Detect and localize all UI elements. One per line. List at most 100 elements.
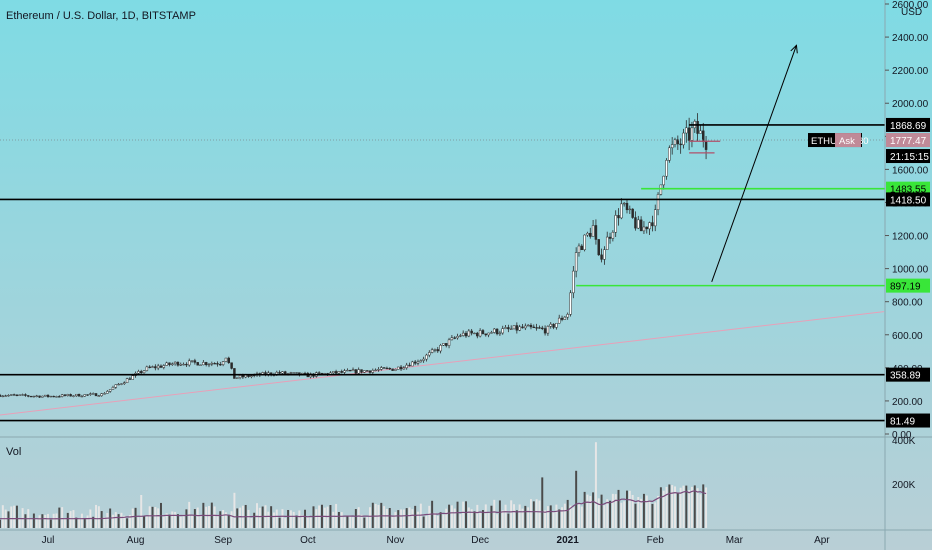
candle-body [555, 322, 558, 328]
volume-bar [222, 510, 225, 528]
candle-body [125, 378, 129, 383]
volume-bar [682, 485, 685, 528]
volume-bar [236, 508, 239, 528]
volume-bar [343, 517, 346, 528]
volume-bar [196, 507, 199, 528]
candle-body [179, 364, 182, 366]
volume-bar [52, 513, 55, 528]
x-tick-label: Aug [127, 535, 145, 546]
candle-body [490, 332, 493, 334]
candle-body [244, 374, 247, 378]
x-tick-label: Sep [214, 535, 232, 546]
volume-bar [586, 494, 589, 528]
candle-body [493, 328, 496, 333]
y-tick-label: 1200.00 [892, 232, 929, 243]
candle-body [620, 203, 623, 219]
candle-body [614, 215, 617, 233]
volume-bar [668, 484, 671, 528]
candle-body [108, 389, 112, 392]
volume-bar [555, 504, 558, 528]
y-tick-label: 1000.00 [892, 265, 929, 276]
volume-bar [411, 509, 414, 528]
candle-body [292, 372, 295, 374]
volume-bar [233, 492, 236, 528]
volume-bar [572, 507, 575, 528]
volume-bar [496, 514, 499, 528]
candle-body [120, 383, 123, 385]
candle-body [634, 217, 637, 229]
candle-body [374, 369, 377, 372]
candle-body [284, 371, 287, 375]
candle-body [453, 337, 456, 339]
volume-bar [459, 514, 462, 528]
volume-bar [55, 513, 58, 528]
candle-body [476, 332, 479, 337]
volume-bar [301, 515, 304, 528]
volume-bar [224, 512, 227, 528]
candle-body [569, 292, 572, 315]
volume-bar [287, 510, 290, 528]
volume-bar [75, 517, 78, 528]
candle-body [600, 254, 603, 260]
candle-body [430, 349, 434, 353]
volume-bar [247, 509, 250, 528]
candle-body [546, 326, 550, 334]
volume-bar [705, 487, 708, 528]
volume-bar [580, 506, 583, 528]
volume-bar [193, 509, 196, 528]
volume-bar [558, 509, 561, 528]
volume-bar [100, 511, 103, 528]
candle-body [63, 394, 67, 396]
candle-body [371, 370, 375, 373]
candle-body [60, 394, 64, 397]
volume-bar [507, 513, 510, 528]
candle-body [648, 222, 651, 230]
candle-body [653, 209, 657, 227]
candle-body [394, 369, 397, 371]
candle-body [552, 323, 555, 328]
candle-body [128, 378, 132, 380]
volume-bar [690, 486, 693, 528]
volume-bar [456, 501, 459, 528]
volume-bar [498, 500, 501, 528]
volume-bar [78, 518, 81, 528]
volume-bar [688, 490, 691, 528]
volume-bar [385, 508, 388, 528]
volume-bar [126, 518, 129, 528]
candle-body [388, 367, 391, 370]
volume-bar [577, 503, 580, 528]
candle-body [673, 139, 677, 145]
candle-body [399, 366, 403, 370]
candle-body [247, 374, 250, 377]
volume-bar [648, 500, 651, 528]
projection-arrow [711, 45, 797, 283]
volume-bar [256, 503, 258, 528]
volume-bar [546, 506, 549, 528]
candle-body [343, 370, 346, 373]
candle-body [682, 132, 685, 146]
volume-bar [352, 517, 355, 528]
candle-body [12, 394, 16, 396]
candle-body [216, 363, 219, 365]
candle-body [605, 236, 609, 250]
countdown-tag [886, 149, 930, 164]
projection-arrowhead [790, 44, 798, 54]
candle-body [159, 365, 163, 368]
volume-bar [275, 509, 278, 528]
candle-body [24, 394, 27, 396]
level-price-label: 81.49 [890, 417, 915, 428]
volume-bar [671, 485, 674, 528]
candle-body [456, 336, 459, 339]
volume-bar [304, 509, 307, 528]
volume-bar [295, 515, 298, 528]
candle-body [507, 327, 510, 330]
candle-body [337, 371, 341, 374]
level-price-tag [886, 192, 930, 207]
candle-body [281, 371, 284, 374]
candle-body [207, 363, 211, 366]
volume-bar [49, 519, 52, 528]
volume-bar [145, 515, 148, 528]
volume-bar [270, 506, 273, 528]
candle-body [83, 394, 86, 397]
